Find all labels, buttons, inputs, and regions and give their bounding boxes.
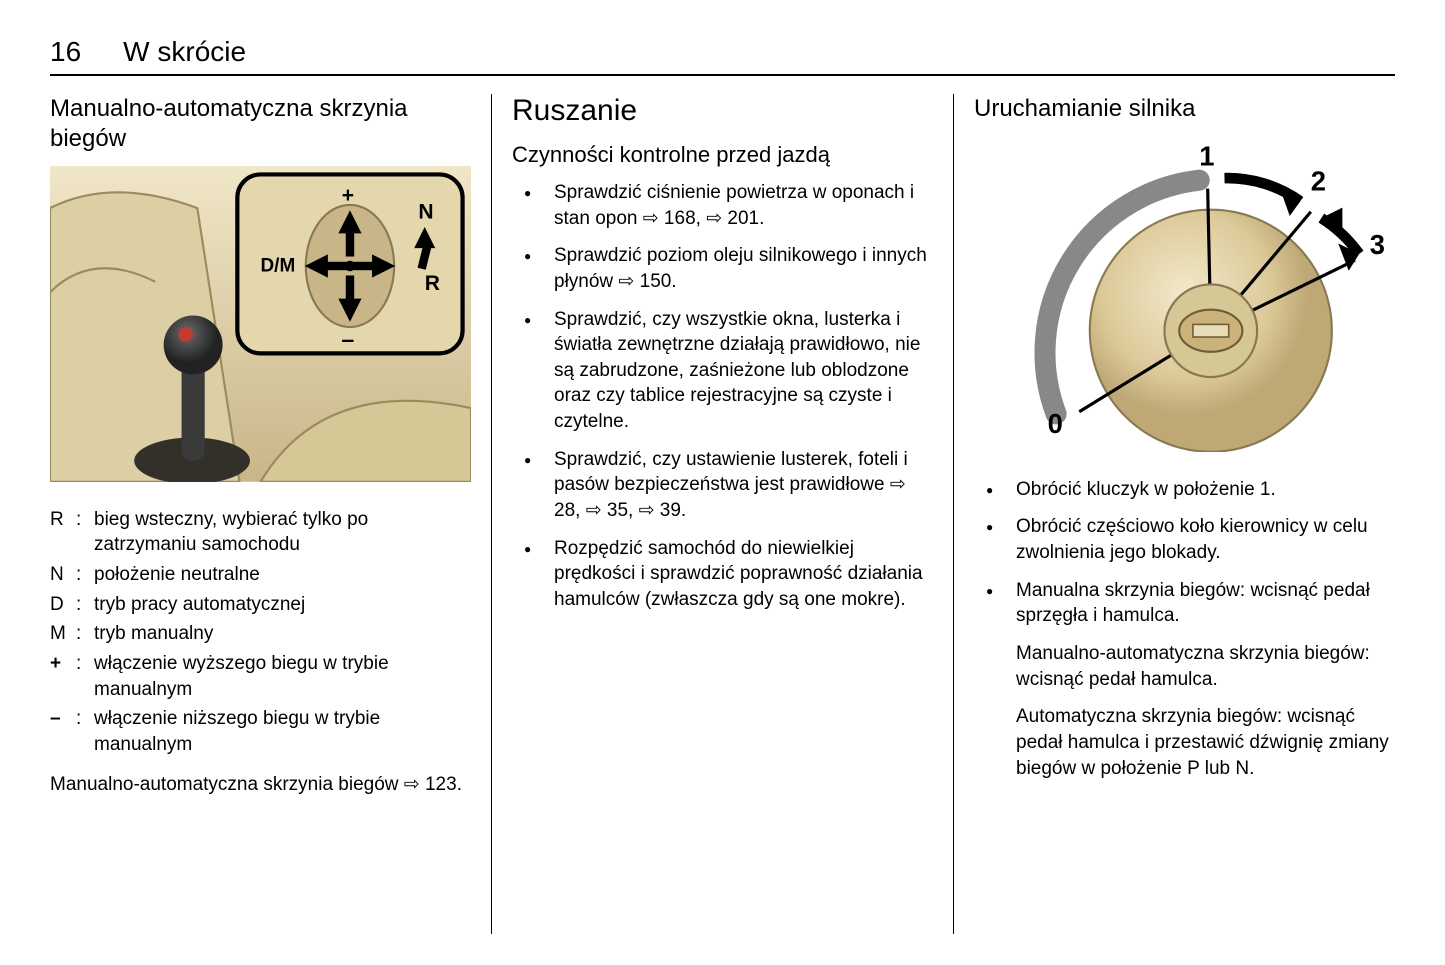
column-2: Ruszanie Czynności kontrolne przed jazdą…	[492, 94, 954, 934]
list-item: Manualna skrzynia biegów: wcisnąć pedał …	[974, 578, 1395, 629]
label-2: 2	[1311, 166, 1326, 197]
label-n: N	[418, 201, 433, 224]
page-header: 16 W skrócie	[50, 36, 1395, 76]
label-1: 1	[1199, 140, 1214, 171]
list-item: Obrócić częściowo koło kierownicy w celu…	[974, 514, 1395, 565]
label-dm: D/M	[261, 255, 296, 276]
def-plus: + : włączenie wyższego biegu w trybie ma…	[50, 651, 471, 702]
label-minus: –	[341, 326, 354, 352]
def-m: M : tryb manualny	[50, 621, 471, 647]
list-item: Sprawdzić, czy ustawienie lusterek, fote…	[512, 447, 933, 524]
label-3: 3	[1370, 229, 1385, 260]
page-number: 16	[50, 36, 81, 68]
gear-definitions: R : bieg wsteczny, wybierać tylko po zat…	[50, 507, 471, 758]
col3-para: Automatyczna skrzynia biegów: wcisnąć pe…	[1016, 704, 1395, 781]
columns: Manualno‑automatyczna skrzynia biegów	[50, 94, 1395, 934]
col1-heading: Manualno‑automatyczna skrzynia biegów	[50, 94, 471, 154]
col2-bullets: Sprawdzić ciśnienie powietrza w oponach …	[512, 180, 933, 613]
list-item: Sprawdzić poziom oleju silnikowego i inn…	[512, 243, 933, 294]
col3-heading: Uruchamianie silnika	[974, 94, 1395, 124]
list-item: Sprawdzić, czy wszystkie okna, lusterka …	[512, 307, 933, 435]
column-3: Uruchamianie silnika	[954, 94, 1395, 934]
col1-footnote: Manualno‑automatyczna skrzynia biegów ⇨ …	[50, 772, 471, 798]
list-item: Sprawdzić ciśnienie powietrza w oponach …	[512, 180, 933, 231]
label-plus: +	[342, 184, 354, 207]
list-item: Obrócić kluczyk w położenie 1.	[974, 477, 1395, 503]
def-minus: – : włączenie niższego biegu w trybie ma…	[50, 706, 471, 757]
col3-para: Manualno‑automatyczna skrzynia biegów: w…	[1016, 641, 1395, 692]
gearshift-figure: + D/M – N R	[50, 166, 471, 482]
def-n: N : położenie neutralne	[50, 562, 471, 588]
col2-heading: Ruszanie	[512, 94, 933, 128]
def-r: R : bieg wsteczny, wybierać tylko po zat…	[50, 507, 471, 558]
list-item: Rozpędzić samochód do niewielkiej prędko…	[512, 536, 933, 613]
chapter-title: W skrócie	[123, 36, 246, 68]
label-0: 0	[1048, 408, 1063, 439]
col2-subheading: Czynności kontrolne przed jazdą	[512, 142, 933, 168]
def-d: D : tryb pracy automatycznej	[50, 592, 471, 618]
ignition-figure: 0 1 2 3	[974, 136, 1395, 452]
label-r: R	[425, 272, 440, 295]
col3-bullets: Obrócić kluczyk w położenie 1. Obrócić c…	[974, 477, 1395, 629]
column-1: Manualno‑automatyczna skrzynia biegów	[50, 94, 492, 934]
